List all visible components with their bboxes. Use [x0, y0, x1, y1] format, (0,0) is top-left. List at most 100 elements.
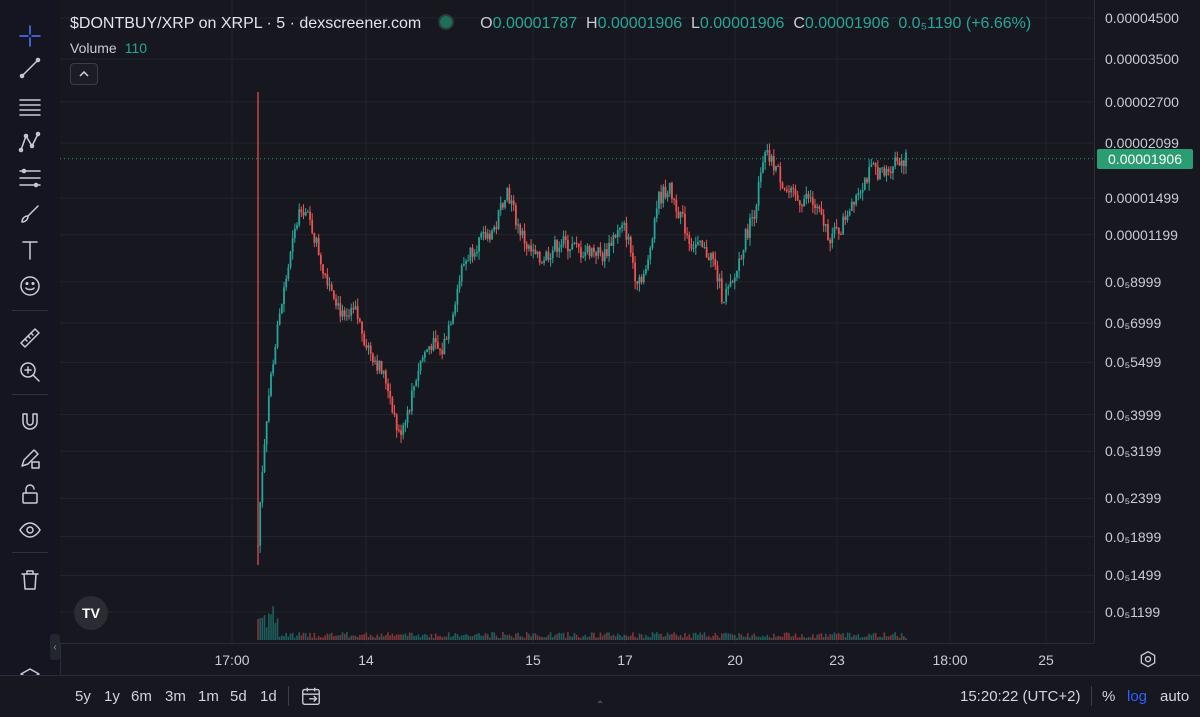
log-toggle[interactable]: log — [1127, 688, 1148, 705]
volume-bar — [432, 637, 435, 640]
volume-bar — [848, 632, 851, 640]
volume-bar — [278, 636, 281, 640]
toolbar-collapse-handle[interactable]: ‹ — [50, 634, 60, 660]
volume-bar — [671, 634, 673, 640]
candle-body — [668, 182, 671, 194]
lock-icon[interactable] — [14, 478, 46, 510]
horizontal-lines-icon[interactable] — [14, 90, 46, 122]
range-3m-button[interactable]: 3m — [165, 688, 186, 705]
candle-body — [404, 422, 407, 426]
candle-body — [335, 298, 337, 306]
candle-body — [844, 216, 847, 220]
range-1m-button[interactable]: 1m — [198, 688, 219, 705]
chart-area[interactable] — [60, 0, 1094, 643]
volume-bar — [864, 636, 866, 640]
candle-body — [491, 230, 493, 240]
volume-bar — [508, 634, 511, 640]
trend-line-icon[interactable] — [14, 52, 46, 84]
volume-bar — [838, 633, 840, 640]
volume-bar — [551, 637, 554, 640]
candle-body — [621, 224, 623, 229]
volume-bar — [662, 636, 665, 640]
emoji-icon[interactable] — [14, 270, 46, 302]
volume-bar — [385, 635, 387, 640]
candle-body — [265, 421, 268, 445]
fib-icon[interactable] — [14, 162, 46, 194]
pattern-icon[interactable] — [14, 126, 46, 158]
candle-body — [686, 233, 689, 235]
volume-bar — [831, 634, 834, 640]
candle-body — [376, 360, 379, 371]
volume-bar — [835, 634, 838, 640]
lock-pencil-icon[interactable] — [14, 442, 46, 474]
magnet-icon[interactable] — [14, 406, 46, 438]
volume-bar — [512, 637, 515, 640]
candle-body — [263, 444, 266, 472]
volume-bar — [801, 634, 803, 640]
candle-body — [805, 193, 808, 199]
text-icon[interactable] — [14, 234, 46, 266]
candle-body — [857, 192, 860, 196]
candlestick-chart[interactable] — [60, 0, 1094, 643]
candle-body — [705, 247, 708, 258]
time-axis[interactable]: 17:00 14 15 17 20 23 18:00 25 — [60, 643, 1094, 676]
volume-bar — [744, 636, 747, 640]
volume-bar — [727, 633, 730, 640]
range-5y-button[interactable]: 5y — [75, 688, 91, 705]
drawing-toolbar — [0, 0, 61, 685]
volume-bar — [877, 636, 879, 640]
trash-icon[interactable] — [14, 564, 46, 596]
candle-body — [811, 197, 814, 205]
candle-body — [278, 313, 281, 325]
go-to-date-button[interactable] — [300, 685, 322, 712]
candle-body — [397, 430, 400, 432]
volume-bar — [556, 634, 558, 640]
candle-body — [343, 310, 346, 317]
volume-bar — [560, 633, 563, 640]
auto-toggle[interactable]: auto — [1160, 688, 1190, 705]
percent-toggle[interactable]: % — [1102, 688, 1116, 705]
candle-body — [317, 237, 320, 256]
volume-bar — [421, 634, 424, 640]
eye-icon[interactable] — [14, 514, 46, 546]
range-1d-button[interactable]: 1d — [260, 688, 277, 705]
ruler-icon[interactable] — [14, 322, 46, 354]
volume-bar — [491, 632, 493, 640]
candle-body — [562, 236, 565, 245]
volume-bar — [612, 634, 615, 640]
candle-body — [595, 251, 597, 256]
chart-settings-button[interactable] — [1138, 650, 1158, 670]
candle-body — [848, 210, 851, 216]
volume-bar — [499, 637, 502, 640]
candle-body — [341, 310, 344, 317]
volume-bar — [434, 633, 437, 640]
candle-body — [417, 370, 420, 381]
candle-body — [348, 315, 350, 317]
clock-label[interactable]: 15:20:22 (UTC+2) — [960, 688, 1081, 705]
range-6m-button[interactable]: 6m — [131, 688, 152, 705]
price-axis[interactable]: 0.00001906 0.00004500 0.00003500 0.0000270… — [1094, 0, 1200, 643]
brush-icon[interactable] — [14, 198, 46, 230]
legend-collapse-button[interactable] — [70, 63, 98, 85]
tradingview-logo[interactable]: TV — [74, 596, 108, 630]
volume-bar — [681, 637, 684, 640]
volume-bar — [853, 634, 855, 640]
panel-drag-handle[interactable]: ⌃ — [596, 700, 605, 711]
volume-bar — [569, 636, 571, 640]
ohlc-low: L0.00001906 — [691, 15, 785, 32]
volume-bar — [536, 635, 539, 640]
candle-body — [517, 224, 519, 226]
candle-body — [833, 226, 836, 234]
volume-bar — [309, 632, 311, 640]
crosshair-icon[interactable] — [14, 20, 46, 52]
candle-body — [679, 212, 682, 218]
candle-body — [580, 247, 582, 258]
volume-bar — [844, 637, 847, 640]
range-5d-button[interactable]: 5d — [230, 688, 247, 705]
zoom-in-icon[interactable] — [14, 356, 46, 388]
candle-body — [892, 166, 894, 173]
range-1y-button[interactable]: 1y — [104, 688, 120, 705]
candle-body — [525, 243, 528, 249]
volume-bar — [519, 636, 522, 640]
candle-body — [590, 247, 593, 257]
